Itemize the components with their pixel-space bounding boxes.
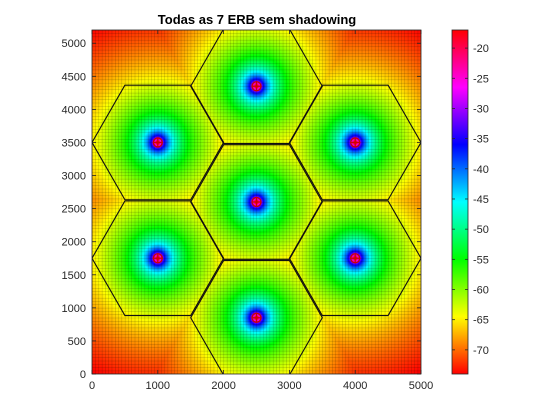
colorbar-tick-label: -40 [473, 164, 489, 176]
cell-hexagon-3 [190, 259, 323, 374]
y-tick-label: 3000 [62, 171, 86, 183]
y-tick-label: 4000 [62, 104, 86, 116]
x-tick-label: 4000 [343, 380, 367, 392]
station-marker-6 [152, 253, 163, 264]
y-tick-label: 3500 [62, 137, 86, 149]
colorbar: -20 -25 -30 -35 -40 -45 -50 -55 -60 -65 -70 [451, 29, 489, 375]
colorbar-ticks: -20 -25 -30 -35 -40 -45 -50 -55 -60 -65 -70 [452, 43, 489, 357]
y-tick-label: 500 [68, 336, 86, 348]
y-tick-label: 2500 [62, 204, 86, 216]
x-tick-label: 2000 [211, 380, 235, 392]
x-tick-label: 0 [89, 380, 95, 392]
cell-hexagon-5 [288, 84, 421, 201]
station-marker-1 [251, 196, 262, 208]
colorbar-scale [451, 29, 469, 375]
y-tick-label: 2000 [62, 237, 86, 249]
colorbar-tick-label: -25 [473, 73, 489, 85]
colorbar-tick-label: -45 [473, 194, 489, 206]
colorbar-tick-label: -20 [473, 43, 489, 55]
plot-area: 0 1000 2000 3000 4000 5000 0 500 1000 1500 2000 25… [62, 29, 433, 392]
cell-hexagon-7 [288, 200, 421, 317]
colorbar-tick-label: -30 [473, 103, 489, 115]
cell-hexagon-4 [92, 84, 225, 201]
chart-title: Todas as 7 ERB sem shadowing [158, 12, 356, 27]
station-marker-3 [251, 312, 262, 323]
colorbar-tick-label: -65 [473, 315, 489, 327]
colorbar-tick-label: -60 [473, 285, 489, 297]
y-tick-label: 1500 [62, 270, 86, 282]
station-marker-7 [350, 253, 361, 264]
x-tick-label: 3000 [277, 380, 301, 392]
y-tick-label: 4500 [62, 71, 86, 83]
y-tick-label: 5000 [62, 38, 86, 50]
x-axis: 0 1000 2000 3000 4000 5000 [89, 30, 433, 392]
station-marker-5 [350, 137, 361, 148]
colorbar-tick-label: -70 [473, 345, 489, 357]
x-tick-label: 5000 [409, 380, 433, 392]
y-tick-label: 0 [80, 369, 86, 381]
colorbar-tick-label: -50 [473, 224, 489, 236]
x-tick-label: 1000 [146, 380, 170, 392]
cell-hexagon-6 [92, 200, 225, 317]
colorbar-tick-label: -35 [473, 134, 489, 146]
station-marker-2 [251, 81, 262, 92]
station-markers [152, 81, 361, 323]
station-marker-4 [152, 137, 163, 148]
cell-hexagons [92, 30, 421, 374]
y-tick-label: 1000 [62, 303, 86, 315]
colorbar-tick-label: -55 [473, 254, 489, 266]
y-axis: 0 500 1000 1500 2000 2500 3000 3500 4000 4500 5000 [62, 38, 421, 381]
plot-frame [91, 29, 422, 375]
